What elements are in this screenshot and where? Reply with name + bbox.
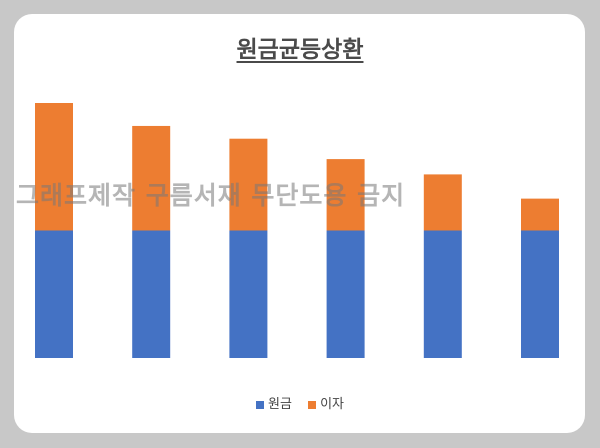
bar-interest-4 — [326, 159, 365, 231]
legend-swatch-principal — [256, 400, 264, 409]
bar-principal-3 — [229, 230, 268, 358]
bar-principal-5 — [423, 230, 462, 358]
legend-label-principal: 원금 — [268, 397, 292, 412]
bar-principal-1 — [35, 230, 73, 358]
watermark-text: 그래프제작 구름서재 무단도용 금지 — [16, 181, 406, 210]
legend-swatch-interest — [308, 400, 317, 409]
legend-item-interest: 이자 — [308, 393, 344, 412]
bar-interest-1 — [35, 103, 73, 231]
bar-interest-2 — [132, 125, 171, 231]
chart-frame — [14, 14, 585, 433]
bar-principal-2 — [132, 230, 171, 358]
legend-label-interest: 이자 — [320, 397, 344, 412]
bar-interest-6 — [521, 198, 559, 231]
bar-principal-6 — [521, 230, 559, 358]
legend: 원금 이자 — [0, 393, 600, 412]
legend-item-principal: 원금 — [256, 393, 292, 412]
bar-interest-5 — [423, 174, 462, 231]
chart-title: 원금균등상환 — [236, 37, 364, 63]
bar-principal-4 — [326, 230, 365, 358]
bar-interest-3 — [229, 138, 268, 231]
